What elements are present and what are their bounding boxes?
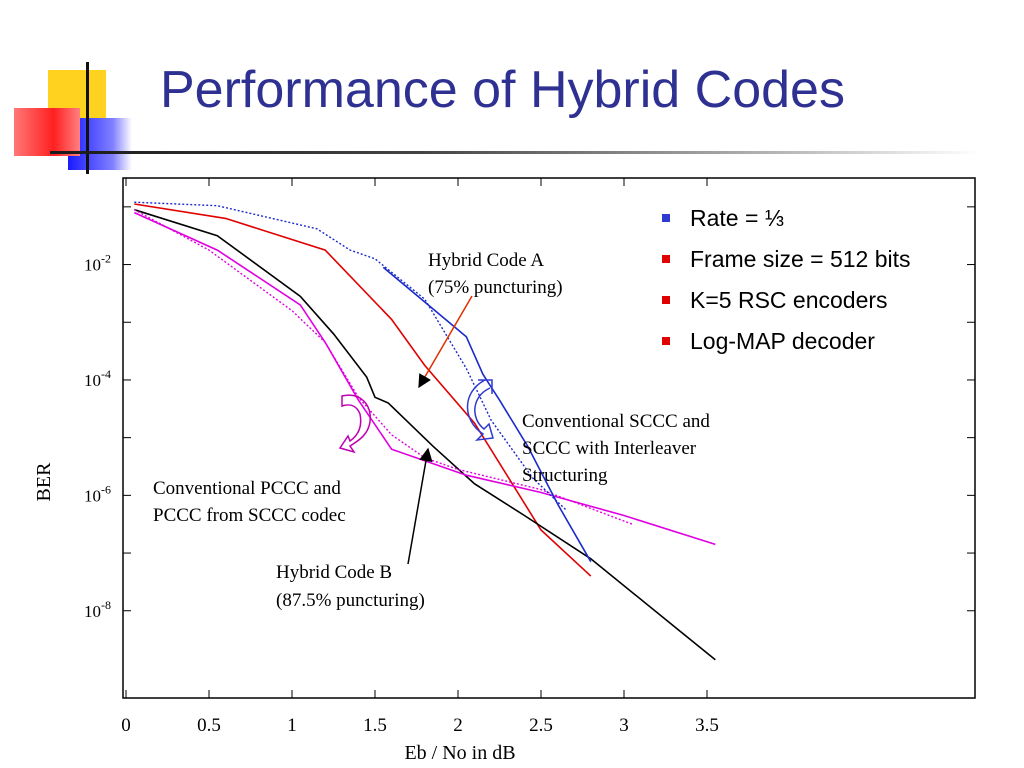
bullet-item: Frame size = 512 bits bbox=[660, 239, 911, 280]
series-line-1 bbox=[134, 208, 716, 661]
x-tick-label: 2.5 bbox=[529, 715, 553, 736]
annotation-sccc-line2: SCCC with Interleaver bbox=[522, 438, 697, 459]
deco-vertical-line bbox=[86, 62, 89, 174]
deco-red-square bbox=[14, 108, 80, 156]
bullet-item: Log-MAP decoder bbox=[660, 321, 911, 362]
arrow-hybrid-b bbox=[407, 447, 433, 565]
x-tick-label: 1 bbox=[287, 715, 297, 736]
series-line-3 bbox=[133, 209, 633, 525]
annotation-hybrid-b-line1: Hybrid Code B bbox=[276, 562, 392, 583]
x-axis-label: Eb / No in dB bbox=[404, 742, 515, 764]
x-tick-label: 0.5 bbox=[197, 715, 221, 736]
series-line-2 bbox=[133, 211, 716, 546]
x-tick-label: 2 bbox=[453, 715, 463, 736]
annotation-hybrid-b-line2: (87.5% puncturing) bbox=[276, 590, 425, 611]
series-line-5 bbox=[134, 201, 567, 511]
sccc-curved-arrow-icon bbox=[466, 379, 494, 442]
bullet-square-icon bbox=[662, 255, 670, 263]
y-tick-label: 10-8 bbox=[84, 598, 111, 621]
bullet-square-icon bbox=[662, 214, 670, 222]
annotation-hybrid-a-line1: Hybrid Code A bbox=[428, 250, 544, 271]
annotation-pccc-line2: PCCC from SCCC codec bbox=[153, 505, 346, 526]
series-line-4 bbox=[382, 266, 592, 563]
slide-title: Performance of Hybrid Codes bbox=[160, 61, 845, 119]
bullet-text: K=5 RSC encoders bbox=[690, 287, 888, 313]
y-tick-label: 10-2 bbox=[84, 252, 111, 275]
x-tick-label: 0 bbox=[121, 715, 131, 736]
y-axis-label: BER bbox=[33, 462, 55, 502]
bullet-item: K=5 RSC encoders bbox=[660, 280, 911, 321]
y-tick-label: 10-4 bbox=[84, 367, 111, 390]
bullet-square-icon bbox=[662, 296, 670, 304]
annotation-pccc-line1: Conventional PCCC and bbox=[153, 478, 341, 499]
x-tick-label: 3 bbox=[619, 715, 629, 736]
pccc-curved-arrow-icon bbox=[338, 394, 371, 454]
annotation-sccc-line3: Structuring bbox=[522, 465, 608, 486]
title-rule bbox=[50, 151, 980, 154]
x-tick-label: 1.5 bbox=[363, 715, 387, 736]
bullet-text: Frame size = 512 bits bbox=[690, 246, 911, 272]
x-tick-label: 3.5 bbox=[695, 715, 719, 736]
bullet-text: Rate = ⅓ bbox=[690, 205, 784, 231]
arrow-hybrid-a bbox=[418, 295, 473, 389]
annotation-hybrid-a-line2: (75% puncturing) bbox=[428, 277, 563, 298]
bullet-square-icon bbox=[662, 337, 670, 345]
bullet-text: Log-MAP decoder bbox=[690, 328, 875, 354]
annotation-sccc-line1: Conventional SCCC and bbox=[522, 411, 710, 432]
y-tick-label: 10-6 bbox=[84, 482, 111, 505]
bullet-item: Rate = ⅓ bbox=[660, 198, 911, 239]
bullet-list: Rate = ⅓ Frame size = 512 bits K=5 RSC e… bbox=[660, 198, 911, 362]
series-line-0 bbox=[134, 203, 592, 577]
